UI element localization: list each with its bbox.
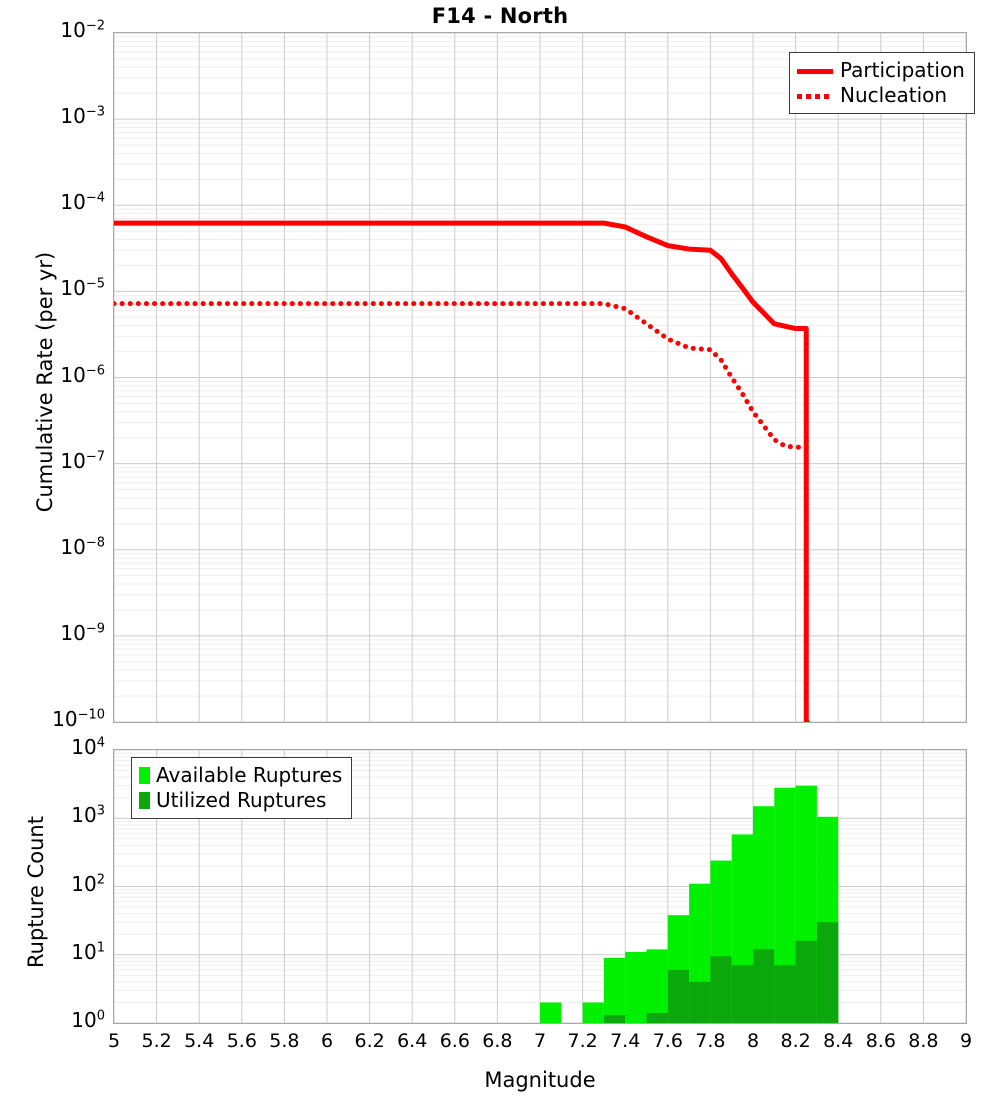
- solid-line-icon: [797, 64, 833, 78]
- bar-utilized: [753, 949, 774, 1023]
- bar-available: [540, 1002, 561, 1023]
- bar-utilized: [774, 965, 795, 1023]
- bottom-y-tick: 101: [0, 940, 105, 964]
- series-participation: [114, 223, 808, 722]
- bar-available: [604, 958, 625, 1023]
- dotted-line-icon: [797, 89, 833, 103]
- bar-utilized: [796, 941, 817, 1023]
- bar-utilized: [604, 1015, 625, 1023]
- bar-utilized: [668, 970, 689, 1023]
- bar-utilized: [817, 922, 838, 1023]
- bar-utilized: [710, 956, 731, 1023]
- legend-item-label: Utilized Ruptures: [156, 788, 326, 813]
- bar-utilized: [647, 1013, 668, 1023]
- page-title: F14 - North: [0, 4, 1000, 28]
- bottom-y-tick: 104: [0, 735, 105, 759]
- legend-item: Nucleation: [797, 83, 965, 108]
- top-y-tick: 10−6: [0, 363, 105, 387]
- x-tick: 9: [926, 1030, 1000, 1052]
- cumulative-rate-plot: [113, 32, 967, 723]
- color-swatch-icon: [139, 792, 150, 809]
- x-axis-label: Magnitude: [113, 1068, 967, 1092]
- legend-item-label: Nucleation: [840, 83, 947, 108]
- legend-item: Available Ruptures: [139, 763, 342, 788]
- cumulative-rate-svg: [114, 33, 966, 722]
- top-y-tick: 10−2: [0, 18, 105, 42]
- series-nucleation: [114, 304, 808, 722]
- bottom-y-tick: 103: [0, 803, 105, 827]
- cumulative-rate-legend: ParticipationNucleation: [789, 52, 975, 114]
- bottom-y-tick: 102: [0, 872, 105, 896]
- legend-item-label: Participation: [840, 58, 965, 83]
- legend-item: Participation: [797, 58, 965, 83]
- legend-item-label: Available Ruptures: [156, 763, 342, 788]
- top-y-tick: 10−7: [0, 449, 105, 473]
- rupture-count-legend: Available RupturesUtilized Ruptures: [131, 757, 352, 819]
- bar-available: [625, 952, 646, 1023]
- top-y-tick: 10−3: [0, 104, 105, 128]
- bar-utilized: [732, 965, 753, 1023]
- top-y-tick: 10−9: [0, 621, 105, 645]
- bar-available: [647, 949, 668, 1023]
- chart-root: F14 - North Cumulative Rate (per yr) 10−…: [0, 0, 1000, 1100]
- top-y-tick: 10−5: [0, 276, 105, 300]
- top-y-tick: 10−8: [0, 535, 105, 559]
- color-swatch-icon: [139, 767, 150, 784]
- legend-item: Utilized Ruptures: [139, 788, 342, 813]
- bottom-y-tick: 100: [0, 1008, 105, 1032]
- top-y-tick: 10−4: [0, 190, 105, 214]
- bar-utilized: [689, 982, 710, 1023]
- bar-available: [583, 1002, 604, 1023]
- top-y-tick: 10−10: [0, 707, 105, 731]
